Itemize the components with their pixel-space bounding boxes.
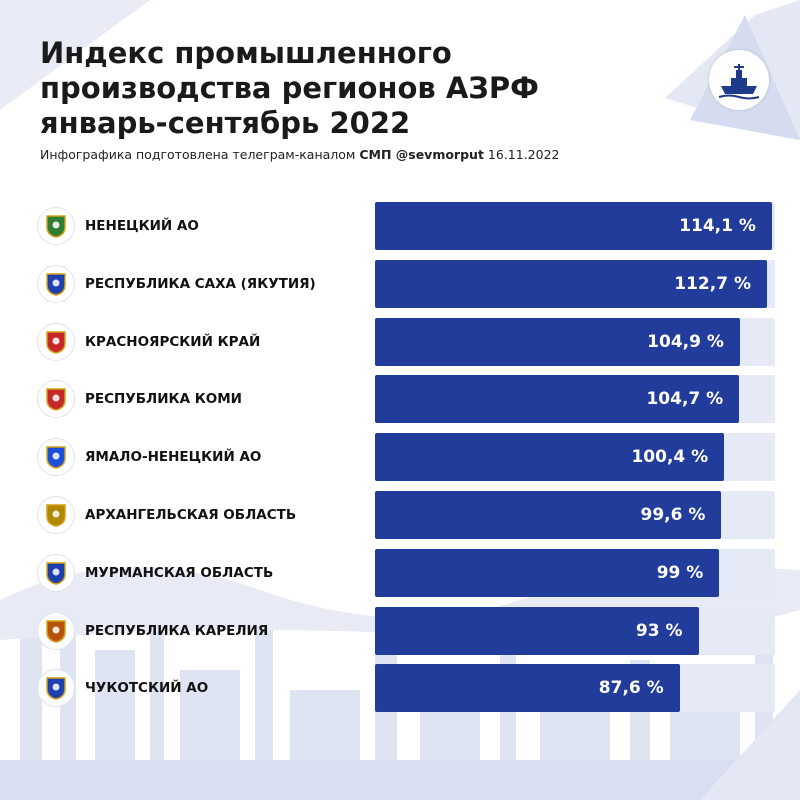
chart-row: КРАСНОЯРСКИЙ КРАЙ 104,9 %	[0, 318, 800, 366]
industrial-skyline-decoration	[0, 567, 800, 800]
bar	[375, 260, 767, 308]
data-label: 114,1 %	[679, 216, 756, 236]
category-label: ЧУКОТСКИЙ АО	[85, 680, 209, 696]
subtitle-date: 16.11.2022	[487, 147, 560, 162]
data-label: 99 %	[656, 563, 704, 583]
category-label: РЕСПУБЛИКА КАРЕЛИЯ	[85, 623, 269, 639]
coat-of-arms-icon	[37, 669, 75, 707]
chart-row: ЯМАЛО-НЕНЕЦКИЙ АО 100,4 %	[0, 433, 800, 481]
subtitle: Инфографика подготовлена телеграм-канало…	[40, 147, 760, 162]
coat-of-arms-icon	[37, 207, 75, 245]
bottom-right-triangle-decoration	[700, 690, 800, 800]
bar	[375, 375, 740, 423]
coat-of-arms-icon	[37, 323, 75, 361]
top-left-triangle-decoration	[0, 0, 150, 110]
coat-of-arms-icon	[37, 438, 75, 476]
data-label: 112,7 %	[674, 274, 751, 294]
bar	[375, 433, 725, 481]
bar	[375, 607, 699, 655]
bar	[375, 664, 680, 712]
subtitle-brand: СМП @sevmorput	[359, 147, 484, 162]
data-label: 93 %	[635, 621, 683, 641]
category-label: МУРМАНСКАЯ ОБЛАСТЬ	[85, 565, 274, 581]
subtitle-text: Инфографика подготовлена телеграм-канало…	[40, 147, 356, 162]
chart-row: ЧУКОТСКИЙ АО 87,6 %	[0, 664, 800, 712]
bar	[375, 549, 720, 597]
coat-of-arms-icon	[37, 265, 75, 303]
coat-of-arms-icon	[37, 554, 75, 592]
data-label: 104,7 %	[646, 389, 724, 409]
chart-row: НЕНЕЦКИЙ АО 114,1 %	[0, 202, 800, 250]
category-label: ЯМАЛО-НЕНЕЦКИЙ АО	[85, 449, 262, 465]
page-title: Индекс промышленного производства регион…	[40, 36, 660, 141]
chart-row: РЕСПУБЛИКА САХА (ЯКУТИЯ) 112,7 %	[0, 260, 800, 308]
category-label: РЕСПУБЛИКА КОМИ	[85, 391, 242, 407]
data-label: 99,6 %	[640, 505, 706, 525]
bar	[375, 318, 740, 366]
title-line: производства регионов АЗРФ	[40, 71, 539, 105]
bar	[375, 202, 772, 250]
coat-of-arms-icon	[37, 612, 75, 650]
category-label: РЕСПУБЛИКА САХА (ЯКУТИЯ)	[85, 276, 316, 292]
coat-of-arms-icon	[37, 380, 75, 418]
data-label: 100,4 %	[631, 447, 709, 467]
title-line: Индекс промышленного	[40, 36, 452, 70]
title-line: январь-сентябрь 2022	[40, 106, 411, 140]
logo	[709, 50, 769, 110]
chart-row: АРХАНГЕЛЬСКАЯ ОБЛАСТЬ 99,6 %	[0, 491, 800, 539]
category-label: НЕНЕЦКИЙ АО	[85, 218, 199, 234]
chart-row: МУРМАНСКАЯ ОБЛАСТЬ 99 %	[0, 549, 800, 597]
chart-row: РЕСПУБЛИКА КОМИ 104,7 %	[0, 375, 800, 423]
bar	[375, 491, 722, 539]
coat-of-arms-icon	[37, 496, 75, 534]
category-label: КРАСНОЯРСКИЙ КРАЙ	[85, 334, 261, 350]
category-label: АРХАНГЕЛЬСКАЯ ОБЛАСТЬ	[85, 507, 297, 523]
data-label: 104,9 %	[647, 332, 724, 352]
data-label: 87,6 %	[598, 678, 664, 698]
chart-row: РЕСПУБЛИКА КАРЕЛИЯ 93 %	[0, 607, 800, 655]
icebreaker-ship-icon	[718, 64, 760, 100]
